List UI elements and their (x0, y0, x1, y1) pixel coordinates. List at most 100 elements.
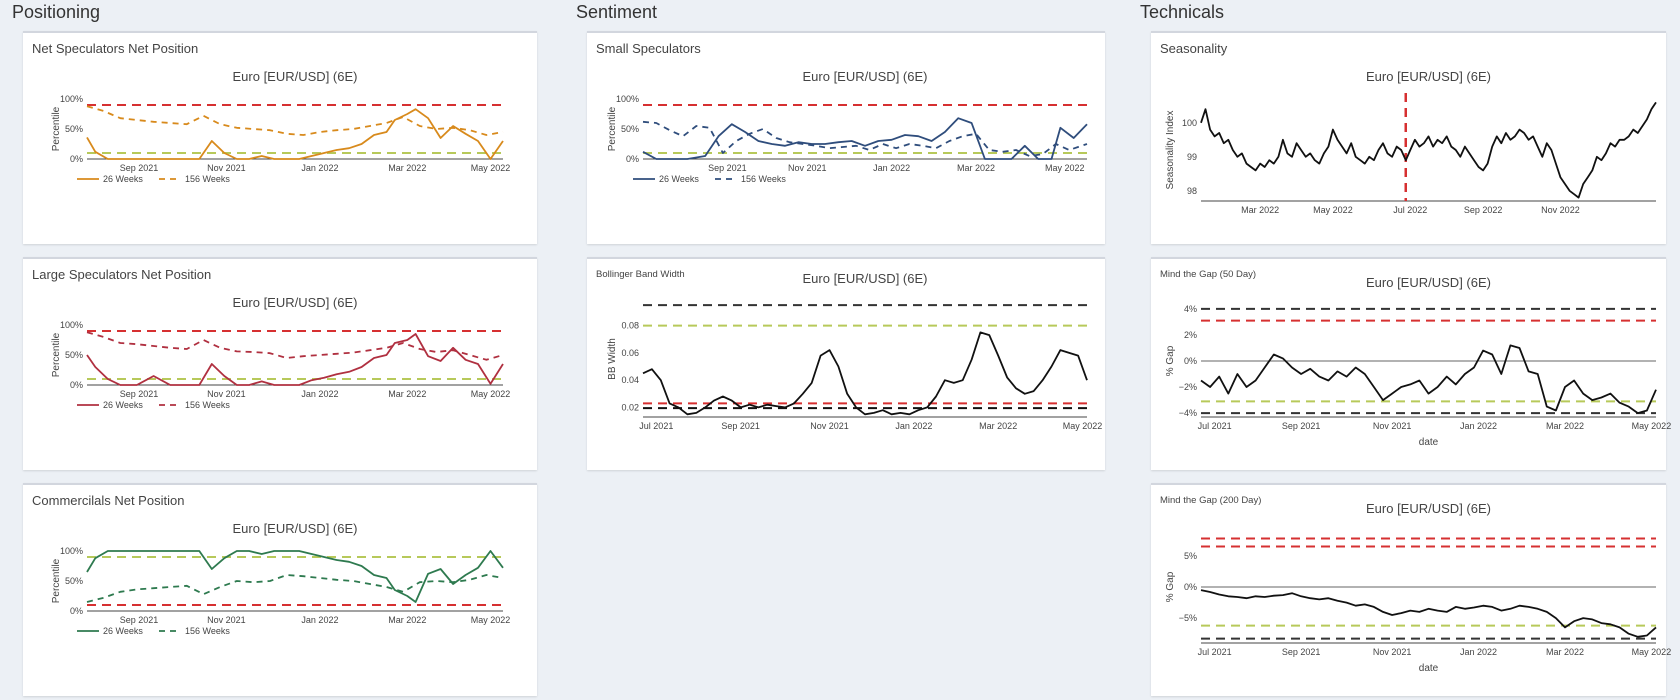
y-tick-label: 50% (621, 124, 639, 134)
column-title-sentiment: Sentiment (576, 2, 658, 22)
x-tick-label: Mar 2022 (1241, 205, 1279, 215)
legend-label: 26 Weeks (103, 626, 143, 636)
y-tick-label: 0% (626, 154, 639, 164)
x-tick-label: Jan 2022 (301, 615, 338, 625)
x-tick-label: Nov 2021 (207, 163, 246, 173)
y-tick-label: 2% (1184, 330, 1197, 340)
chart-seasonality: Euro [EUR/USD] (6E) 98 99 100 Mar 2022 May 20… (1165, 69, 1657, 215)
y-axis-label: Percentile (51, 558, 62, 603)
y-tick-label: 0% (70, 154, 83, 164)
y-tick-label: 100% (60, 546, 83, 556)
x-tick-label: May 2022 (1045, 163, 1085, 173)
x-tick-label: Sep 2021 (708, 163, 747, 173)
y-tick-label: 0% (70, 380, 83, 390)
series-line (642, 120, 1088, 157)
x-tick-label: May 2022 (1632, 421, 1672, 431)
legend-label: 156 Weeks (185, 400, 230, 410)
chart-title: Euro [EUR/USD] (6E) (803, 271, 928, 286)
y-tick-label: −4% (1179, 408, 1197, 418)
x-tick-label: May 2022 (471, 163, 511, 173)
legend-label: 26 Weeks (659, 174, 699, 184)
x-tick-label: Nov 2021 (207, 615, 246, 625)
y-tick-label: 5% (1184, 551, 1197, 561)
y-tick-label: 0.02 (621, 402, 639, 412)
card-title: Bollinger Band Width (596, 269, 685, 280)
chart-large-speculators: Euro [EUR/USD] (6E) 0% 50% 100% Sep 2021 Nov … (51, 295, 510, 410)
card-large-speculators: Large Speculators Net Position Euro [EUR… (23, 257, 537, 470)
x-tick-label: Nov 2022 (1541, 205, 1580, 215)
card-gap-200: Mind the Gap (200 Day) Euro [EUR/USD] (6… (1151, 483, 1671, 696)
chart-title: Euro [EUR/USD] (6E) (1366, 69, 1491, 84)
x-tick-label: Mar 2022 (388, 389, 426, 399)
x-tick-label: Sep 2022 (1464, 205, 1503, 215)
y-axis-label: % Gap (1165, 571, 1176, 602)
y-tick-label: 99 (1187, 152, 1197, 162)
y-axis-label: Percentile (51, 332, 62, 377)
legend-label: 26 Weeks (103, 174, 143, 184)
y-tick-label: 50% (65, 576, 83, 586)
series-line (86, 574, 504, 603)
y-tick-label: 100% (616, 94, 639, 104)
card-small-speculators: Small Speculators Euro [EUR/USD] (6E) 0% 5… (587, 31, 1105, 244)
x-axis-label: date (1419, 437, 1439, 448)
x-tick-label: Nov 2021 (1373, 421, 1412, 431)
chart-title: Euro [EUR/USD] (6E) (1366, 275, 1491, 290)
x-tick-label: Mar 2022 (1546, 647, 1584, 657)
chart-gap-200: Euro [EUR/USD] (6E) −5% 0% 5% Jul 2021 Sep 20… (1165, 501, 1671, 674)
x-tick-label: Mar 2022 (1546, 421, 1584, 431)
legend-label: 156 Weeks (185, 174, 230, 184)
x-tick-label: Nov 2021 (810, 421, 849, 431)
series-line (642, 331, 1088, 416)
y-axis-label: Seasonality Index (1165, 111, 1176, 190)
y-tick-label: 0% (1184, 582, 1197, 592)
series-line (86, 105, 504, 136)
card-title: Large Speculators Net Position (32, 267, 212, 282)
chart-net-speculators: Euro [EUR/USD] (6E) 0% 50% 100% Sep 2021 Nov … (51, 69, 511, 184)
card-gap-50: Mind the Gap (50 Day) Euro [EUR/USD] (6E… (1151, 257, 1671, 470)
card-title: Net Speculators Net Position (32, 41, 199, 56)
x-tick-label: Jan 2022 (1460, 647, 1497, 657)
y-tick-label: −2% (1179, 382, 1197, 392)
x-tick-label: May 2022 (1313, 205, 1353, 215)
chart-small-speculators: Euro [EUR/USD] (6E) 0% 50% 100% Sep 2021 Nov … (607, 69, 1088, 184)
x-tick-label: Jan 2022 (301, 389, 338, 399)
x-tick-label: Sep 2021 (1282, 647, 1321, 657)
x-tick-label: Mar 2022 (979, 421, 1017, 431)
y-axis-label: % Gap (1165, 345, 1176, 376)
column-title-technicals: Technicals (1140, 2, 1225, 22)
card-seasonality: Seasonality Euro [EUR/USD] (6E) 98 99 100 Ma… (1151, 31, 1666, 244)
chart-title: Euro [EUR/USD] (6E) (233, 295, 358, 310)
chart-bollinger: Euro [EUR/USD] (6E) 0.02 0.04 0.06 0.08 Jul 2… (607, 271, 1102, 431)
series-line (642, 117, 1088, 160)
y-tick-label: 100 (1182, 118, 1197, 128)
y-tick-label: 100% (60, 94, 83, 104)
card-net-speculators: Net Speculators Net Position Euro [EUR/U… (23, 31, 537, 244)
x-tick-label: Nov 2021 (207, 389, 246, 399)
series-line (86, 333, 504, 386)
x-tick-label: Nov 2021 (788, 163, 827, 173)
card-commercials: Commercilals Net Position Euro [EUR/USD]… (23, 483, 537, 696)
card-title: Small Speculators (596, 41, 701, 56)
y-tick-label: 0.06 (621, 348, 639, 358)
legend-label: 156 Weeks (185, 626, 230, 636)
x-tick-label: Sep 2021 (721, 421, 760, 431)
x-tick-label: Jul 2021 (1198, 647, 1232, 657)
y-tick-label: 0.04 (621, 375, 639, 385)
card-title: Seasonality (1160, 41, 1228, 56)
y-tick-label: 0.08 (621, 321, 639, 331)
y-tick-label: 4% (1184, 304, 1197, 314)
card-title: Mind the Gap (200 Day) (1160, 495, 1262, 506)
chart-title: Euro [EUR/USD] (6E) (233, 521, 358, 536)
y-tick-label: 50% (65, 124, 83, 134)
x-tick-label: May 2022 (471, 615, 511, 625)
series-line (86, 331, 504, 361)
x-tick-label: Mar 2022 (388, 163, 426, 173)
y-tick-label: 0% (1184, 356, 1197, 366)
legend-label: 26 Weeks (103, 400, 143, 410)
x-tick-label: Jul 2021 (639, 421, 673, 431)
series-line (86, 108, 504, 160)
chart-title: Euro [EUR/USD] (6E) (233, 69, 358, 84)
column-title-positioning: Positioning (12, 2, 101, 22)
x-tick-label: Jul 2022 (1393, 205, 1427, 215)
chart-commercials: Euro [EUR/USD] (6E) 0% 50% 100% Sep 2021 Nov … (51, 521, 511, 636)
